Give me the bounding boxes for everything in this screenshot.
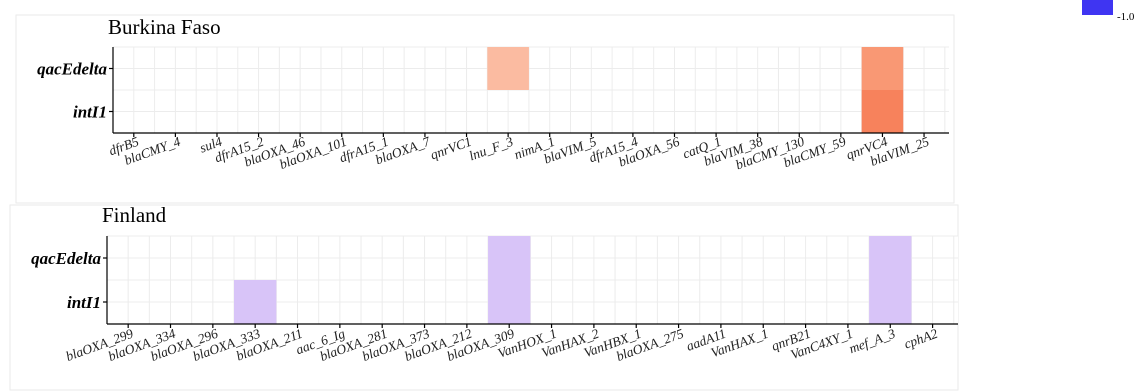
panel-title-finland: Finland xyxy=(102,203,167,227)
heatmap-cell-intI1-blaOXA_333 xyxy=(234,280,277,324)
heatmap-cell-qacEdelta-qnrVC4 xyxy=(861,47,904,90)
panel-finland: qacEdeltaintI1blaOXA_299blaOXA_334blaOXA… xyxy=(31,235,958,364)
heatmap-cell-intI1-qnrVC4 xyxy=(861,90,904,133)
y-tick-label-qacEdelta: qacEdelta xyxy=(31,249,101,268)
y-tick-label-intI1: intI1 xyxy=(67,293,101,312)
y-tick-label-qacEdelta: qacEdelta xyxy=(37,60,107,79)
heatmap-cell-qacEdelta-lnu_F_3 xyxy=(487,47,529,90)
heatmap-cell-qacEdelta-blaOXA_309 xyxy=(488,236,531,280)
legend-value-label: -1.0 xyxy=(1117,11,1135,23)
legend-swatch xyxy=(1082,0,1113,15)
panel-title-burkina-faso: Burkina Faso xyxy=(108,15,221,39)
heatmap-cell-qacEdelta-mef_A_3 xyxy=(869,236,912,280)
heatmap-cell-intI1-mef_A_3 xyxy=(869,280,912,324)
y-tick-label-intI1: intI1 xyxy=(73,103,107,122)
x-tick-label-sul4: sul4 xyxy=(198,134,225,156)
heatmap-cell-intI1-blaOXA_309 xyxy=(488,280,531,324)
